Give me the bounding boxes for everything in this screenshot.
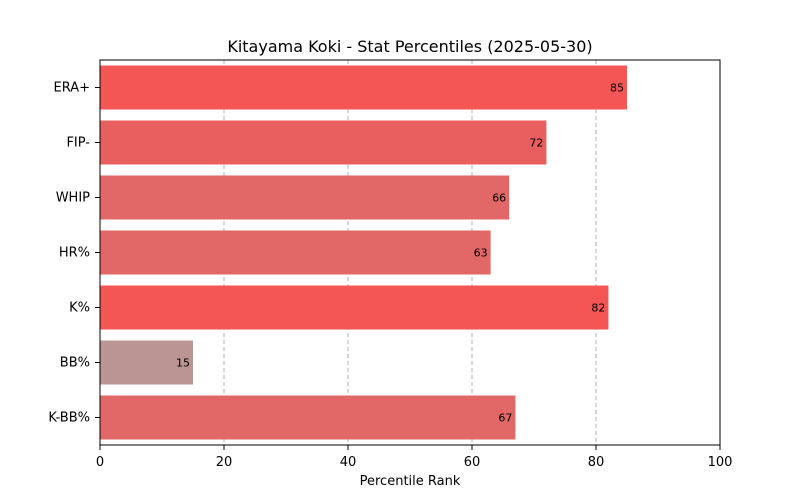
- bar-value-label: 63: [474, 247, 488, 260]
- x-tick-label: 80: [588, 455, 605, 470]
- bar-value-label: 66: [492, 192, 506, 205]
- x-tick-label: 20: [216, 455, 233, 470]
- bar-value-label: 85: [610, 82, 624, 95]
- y-tick-label: FIP-: [66, 136, 90, 151]
- bar-value-label: 15: [176, 357, 190, 370]
- bars: 85 72 66 63 82 15 67: [100, 65, 627, 440]
- x-tick-label: 40: [340, 455, 357, 470]
- y-tick-label: ERA+: [53, 81, 90, 96]
- chart-title: Kitayama Koki - Stat Percentiles (2025-0…: [227, 37, 592, 56]
- y-tick-label: WHIP: [56, 191, 90, 206]
- bar: [100, 65, 627, 110]
- x-tick-label: 100: [708, 455, 733, 470]
- x-axis-label: Percentile Rank: [360, 474, 461, 489]
- bar: [100, 395, 516, 440]
- x-tick-label: 60: [464, 455, 481, 470]
- y-axis-ticks: ERA+ FIP- WHIP HR% K% BB% K-BB%: [48, 81, 100, 426]
- y-tick-label: BB%: [60, 356, 90, 371]
- bar-value-label: 67: [498, 412, 512, 425]
- bar: [100, 175, 510, 220]
- bar: [100, 340, 193, 385]
- x-axis-ticks: 0 20 40 60 80 100: [96, 445, 733, 470]
- bar: [100, 120, 547, 165]
- bar-value-label: 82: [591, 302, 605, 315]
- y-tick-label: K%: [69, 301, 90, 316]
- y-tick-label: HR%: [59, 246, 90, 261]
- bar: [100, 285, 609, 330]
- bar: [100, 230, 491, 275]
- y-tick-label: K-BB%: [48, 411, 90, 426]
- x-tick-label: 0: [96, 455, 104, 470]
- bar-value-label: 72: [529, 137, 543, 150]
